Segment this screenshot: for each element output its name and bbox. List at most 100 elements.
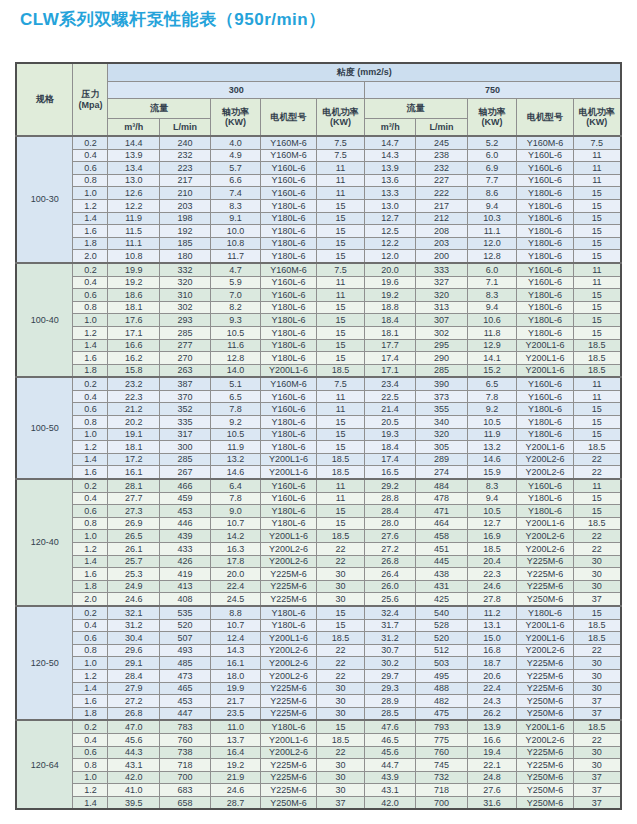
table-row: 100-400.219.93324.7Y160M-67.520.03336.0Y… — [16, 263, 621, 276]
table-row: 120-640.247.078311.0Y180L-61547.679313.9… — [16, 720, 621, 733]
motor-model-cell-750: Y180L-6 — [517, 403, 573, 416]
header-viscosity-750: 750 — [364, 82, 621, 99]
table-row: 0.422.33706.5Y160L-61122.53737.8Y160L-61… — [16, 390, 621, 403]
pressure-cell: 1.0 — [73, 771, 108, 784]
shaft-power-cell-750: 15.9 — [467, 466, 517, 479]
pressure-cell: 1.2 — [73, 326, 108, 339]
flow-m3h-cell-300: 15.8 — [108, 364, 159, 377]
flow-m3h-cell-300: 19.2 — [108, 276, 159, 289]
pressure-cell: 0.2 — [73, 720, 108, 733]
pressure-cell: 0.6 — [73, 505, 108, 518]
motor-power-cell-300: 30 — [317, 771, 365, 784]
flow-m3h-cell-750: 42.0 — [364, 796, 415, 809]
table-row: 1.012.62107.4Y160L-61113.32228.6Y180L-61… — [16, 187, 621, 200]
flow-m3h-cell-300: 26.5 — [108, 530, 159, 543]
header-viscosity-300: 300 — [108, 82, 364, 99]
motor-model-cell-750: Y200L2-6 — [517, 543, 573, 556]
shaft-power-cell-750: 18.7 — [467, 657, 517, 670]
shaft-power-cell-300: 9.3 — [211, 314, 261, 327]
flow-m3h-cell-300: 29.1 — [108, 657, 159, 670]
shaft-power-cell-750: 7.1 — [467, 276, 517, 289]
motor-power-cell-750: 37 — [573, 784, 621, 797]
motor-power-cell-300: 18.5 — [317, 364, 365, 377]
flow-m3h-cell-300: 26.8 — [108, 707, 159, 720]
flow-lmin-cell-300: 465 — [159, 682, 210, 695]
shaft-power-cell-750: 6.0 — [467, 149, 517, 162]
flow-m3h-cell-750: 14.3 — [364, 149, 415, 162]
pressure-cell: 1.4 — [73, 453, 108, 466]
motor-model-cell-300: Y225M-6 — [260, 593, 316, 606]
flow-lmin-cell-300: 466 — [159, 479, 210, 492]
flow-m3h-cell-300: 16.2 — [108, 352, 159, 365]
table-row: 120-400.228.14666.4Y160L-61129.24848.3Y1… — [16, 479, 621, 492]
spec-cell: 120-50 — [16, 606, 73, 720]
table-row: 0.813.02176.6Y160L-61113.62277.7Y160L-61… — [16, 174, 621, 187]
flow-lmin-cell-300: 413 — [159, 580, 210, 593]
shaft-power-cell-300: 9.1 — [211, 212, 261, 225]
motor-power-cell-750: 15 — [573, 225, 621, 238]
flow-lmin-cell-300: 507 — [159, 632, 210, 645]
table-row: 0.621.23527.8Y160L-61121.43559.2Y180L-61… — [16, 403, 621, 416]
motor-power-cell-300: 15 — [317, 199, 365, 212]
motor-model-cell-750: Y225M-6 — [517, 657, 573, 670]
flow-lmin-cell-300: 335 — [159, 416, 210, 429]
flow-m3h-cell-750: 18.8 — [364, 301, 415, 314]
flow-m3h-cell-300: 17.6 — [108, 314, 159, 327]
motor-model-cell-300: Y225M-6 — [260, 682, 316, 695]
shaft-power-cell-300: 10.0 — [211, 225, 261, 238]
shaft-power-cell-750: 9.4 — [467, 492, 517, 505]
flow-m3h-cell-750: 19.2 — [364, 289, 415, 302]
header-shaft-power-750: 轴功率 (KW) — [467, 99, 517, 137]
shaft-power-cell-750: 8.3 — [467, 289, 517, 302]
flow-lmin-cell-300: 198 — [159, 212, 210, 225]
flow-lmin-cell-750: 512 — [416, 644, 467, 657]
shaft-power-cell-300: 8.2 — [211, 301, 261, 314]
flow-lmin-cell-300: 285 — [159, 326, 210, 339]
motor-model-cell-300: Y160L-6 — [260, 403, 316, 416]
flow-lmin-cell-750: 745 — [416, 759, 467, 772]
flow-m3h-cell-750: 12.0 — [364, 250, 415, 263]
motor-model-cell-300: Y200L1-6 — [260, 530, 316, 543]
flow-m3h-cell-750: 43.1 — [364, 784, 415, 797]
table-row: 0.413.92324.9Y160M-67.514.32386.0Y160L-6… — [16, 149, 621, 162]
motor-model-cell-300: Y180L-6 — [260, 314, 316, 327]
pressure-cell: 1.4 — [73, 796, 108, 809]
motor-power-cell-300: 37 — [317, 796, 365, 809]
flow-lmin-cell-300: 535 — [159, 606, 210, 619]
flow-m3h-cell-300: 26.1 — [108, 543, 159, 556]
motor-model-cell-300: Y180L-6 — [260, 441, 316, 454]
spec-cell: 120-40 — [16, 479, 73, 606]
table-row: 0.630.450712.4Y200L1-618.531.252015.0Y20… — [16, 632, 621, 645]
shaft-power-cell-300: 13.7 — [211, 733, 261, 746]
flow-m3h-cell-300: 19.1 — [108, 428, 159, 441]
motor-power-cell-750: 11 — [573, 149, 621, 162]
header-m3h-300: m³/h — [108, 119, 159, 137]
flow-lmin-cell-750: 478 — [416, 492, 467, 505]
flow-m3h-cell-300: 22.3 — [108, 390, 159, 403]
motor-power-cell-750: 15 — [573, 301, 621, 314]
flow-lmin-cell-300: 232 — [159, 149, 210, 162]
motor-power-cell-750: 15 — [573, 314, 621, 327]
motor-power-cell-750: 37 — [573, 771, 621, 784]
flow-lmin-cell-750: 295 — [416, 339, 467, 352]
table-row: 0.427.74597.8Y160L-61128.84789.4Y180L-61… — [16, 492, 621, 505]
shaft-power-cell-300: 4.0 — [211, 136, 261, 149]
table-row: 0.618.63107.0Y160L-61119.23208.3Y180L-61… — [16, 289, 621, 302]
flow-lmin-cell-750: 320 — [416, 428, 467, 441]
motor-power-cell-300: 15 — [317, 505, 365, 518]
header-motor-model-750: 电机型号 — [517, 99, 573, 137]
motor-model-cell-300: Y225M-6 — [260, 784, 316, 797]
shaft-power-cell-750: 24.3 — [467, 695, 517, 708]
motor-power-cell-750: 30 — [573, 657, 621, 670]
motor-model-cell-300: Y160L-6 — [260, 276, 316, 289]
table-row: 1.417.228513.2Y200L1-618.517.428914.6Y20… — [16, 453, 621, 466]
motor-power-cell-750: 11 — [573, 479, 621, 492]
pressure-cell: 0.2 — [73, 377, 108, 390]
pressure-cell: 2.0 — [73, 593, 108, 606]
flow-m3h-cell-750: 27.6 — [364, 530, 415, 543]
motor-model-cell-750: Y160L-6 — [517, 263, 573, 276]
flow-lmin-cell-750: 431 — [416, 580, 467, 593]
flow-m3h-cell-750: 44.7 — [364, 759, 415, 772]
flow-m3h-cell-300: 30.4 — [108, 632, 159, 645]
shaft-power-cell-750: 12.7 — [467, 517, 517, 530]
